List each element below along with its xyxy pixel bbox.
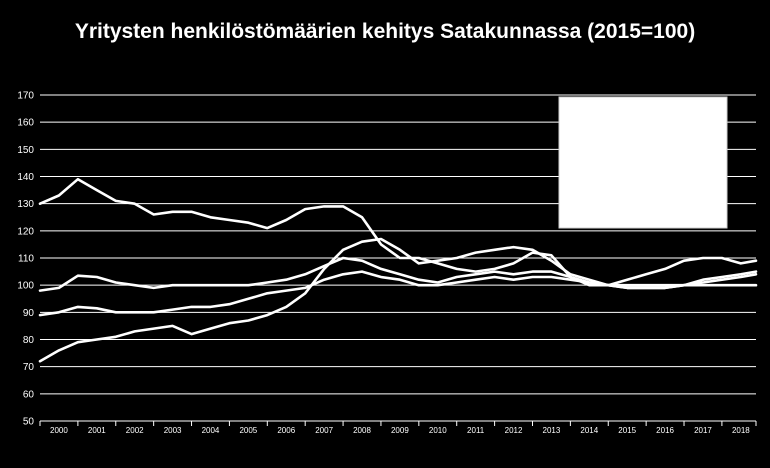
x-tick-label: 2008	[353, 426, 371, 435]
x-tick-label: 2005	[239, 426, 257, 435]
x-tick-label: 2009	[391, 426, 409, 435]
y-tick-label: 90	[23, 308, 35, 319]
y-tick-label: 80	[23, 335, 35, 346]
chart-title: Yritysten henkilöstömäärien kehitys Sata…	[74, 20, 696, 43]
series-line-2	[38, 256, 758, 292]
x-tick-label: 2018	[732, 426, 750, 435]
y-tick-label: 50	[23, 417, 35, 428]
y-tick-label: 70	[23, 362, 35, 373]
x-tick-label: 2000	[50, 426, 68, 435]
axes: 50 60 70 80 90 100 110 120 130 140 150 160 170 2000 20…	[17, 91, 757, 435]
x-tick-label: 2006	[277, 426, 295, 435]
y-tick-label: 140	[17, 172, 34, 183]
series-line-3	[38, 270, 758, 317]
y-tick-label: 150	[17, 145, 34, 156]
y-tick-label: 120	[17, 226, 34, 237]
x-tick-label: 2013	[543, 426, 561, 435]
x-tick-label: 2001	[88, 426, 106, 435]
x-tick-label: 2017	[694, 426, 712, 435]
x-tick-label: 2014	[580, 426, 598, 435]
x-tick-label: 2011	[467, 426, 485, 435]
y-tick-label: 60	[23, 389, 35, 400]
y-tick-label: 170	[17, 91, 34, 102]
series-line-4	[38, 237, 758, 363]
y-tick-label: 110	[18, 254, 34, 265]
x-tick-label: 2007	[315, 426, 333, 435]
x-tick-label: 2004	[202, 426, 220, 435]
x-tick-label: 2002	[126, 426, 144, 435]
y-tick-label: 130	[17, 199, 34, 210]
x-tick-label: 2016	[656, 426, 674, 435]
x-tick-label: 2003	[164, 426, 182, 435]
x-tick-label: 2012	[505, 426, 523, 435]
y-tick-label: 160	[17, 118, 34, 129]
x-tick-label: 2015	[618, 426, 636, 435]
x-tick-label: 2010	[429, 426, 447, 435]
legend-box	[558, 96, 728, 229]
y-tick-label: 100	[17, 281, 34, 292]
series-lines	[38, 177, 758, 363]
